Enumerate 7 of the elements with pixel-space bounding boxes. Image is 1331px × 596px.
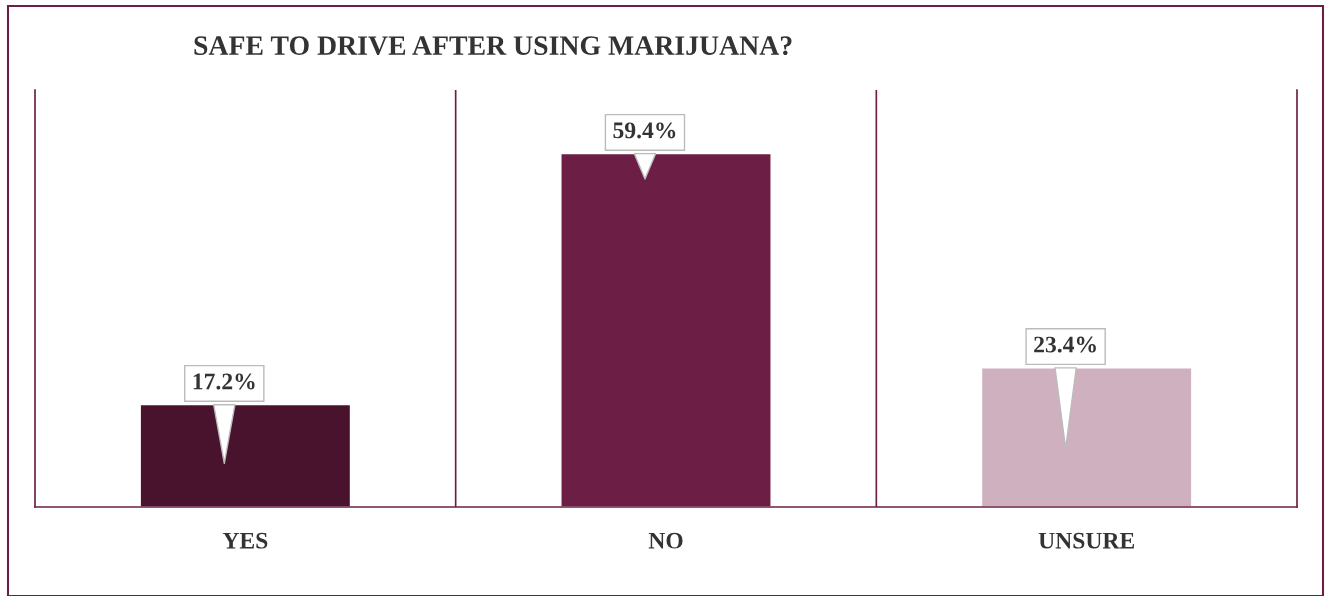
data-label: 59.4% <box>613 122 676 139</box>
chart-title: SAFE TO DRIVE AFTER USING MARIJUANA? <box>194 36 792 56</box>
x-tick-label: YES <box>222 532 268 549</box>
data-label: 17.2% <box>193 373 255 390</box>
x-tick-label: UNSURE <box>1038 532 1134 549</box>
x-tick-label: NO <box>648 532 683 549</box>
data-label: 23.4% <box>1034 336 1096 353</box>
